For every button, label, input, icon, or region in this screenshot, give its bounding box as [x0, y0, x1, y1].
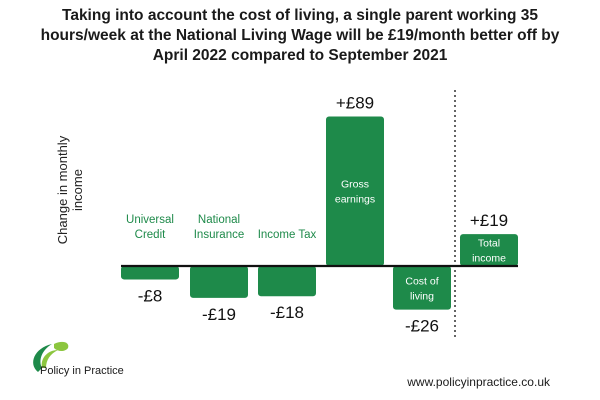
category-label-0-1: Credit	[135, 229, 166, 241]
category-label-1-0: National	[198, 214, 240, 226]
policy-in-practice-logo	[33, 341, 69, 372]
leaf-swoosh-icon	[33, 341, 69, 372]
value-label-1: -£19	[202, 305, 236, 324]
bar-5	[460, 234, 518, 266]
bar-0	[121, 266, 179, 280]
website-url: www.policyinpractice.co.uk	[407, 375, 550, 389]
category-label-4-0: Cost of	[405, 275, 438, 287]
category-label-3-0: Gross	[341, 179, 369, 191]
value-label-0: -£8	[138, 286, 163, 305]
bar-2	[258, 266, 316, 297]
category-label-2-0: Income Tax	[258, 229, 317, 241]
value-label-5: +£19	[470, 211, 508, 230]
category-label-4-1: living	[410, 290, 434, 302]
bar-1	[190, 266, 248, 298]
value-label-4: -£26	[405, 317, 439, 336]
logo-text: Policy in Practice	[40, 365, 124, 377]
category-label-3-1: earnings	[335, 194, 375, 206]
value-label-2: -£18	[270, 303, 304, 322]
chart-title: Taking into account the cost of living, …	[40, 7, 560, 64]
category-label-5-0: Total	[478, 238, 500, 250]
bar-4	[393, 266, 451, 310]
value-label-3: +£89	[336, 93, 374, 112]
category-label-5-1: income	[472, 253, 506, 265]
bar-3	[326, 116, 384, 266]
category-label-1-1: Insurance	[194, 229, 245, 241]
category-label-0-0: Universal	[126, 214, 174, 226]
